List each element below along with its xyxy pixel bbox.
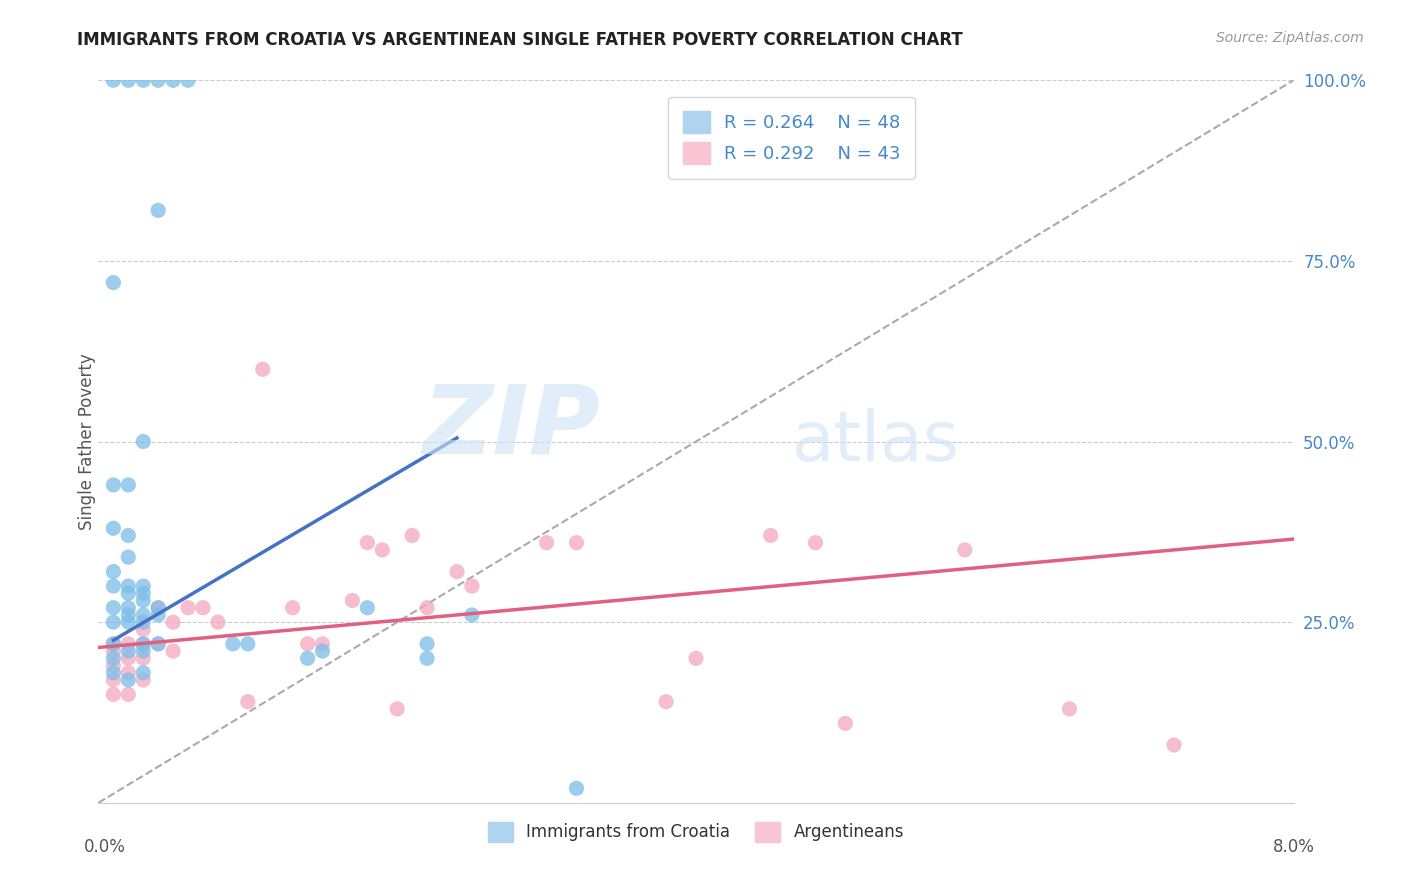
Point xyxy=(401,528,423,542)
Point xyxy=(117,528,139,542)
Point xyxy=(103,478,125,492)
Point xyxy=(132,593,155,607)
Point xyxy=(162,644,184,658)
Point xyxy=(297,651,319,665)
Point xyxy=(222,637,245,651)
Point xyxy=(132,73,155,87)
Legend: Immigrants from Croatia, Argentineans: Immigrants from Croatia, Argentineans xyxy=(481,815,911,848)
Point xyxy=(117,73,139,87)
Point xyxy=(834,716,856,731)
Point xyxy=(103,637,125,651)
Point xyxy=(132,651,155,665)
Text: 0.0%: 0.0% xyxy=(84,838,127,855)
Point xyxy=(356,600,378,615)
Point xyxy=(132,665,155,680)
Point xyxy=(565,535,588,549)
Point xyxy=(311,637,333,651)
Point xyxy=(132,623,155,637)
Point xyxy=(804,535,827,549)
Point xyxy=(565,781,588,796)
Point xyxy=(117,637,139,651)
Point xyxy=(148,637,170,651)
Point xyxy=(177,73,200,87)
Point xyxy=(191,600,214,615)
Point xyxy=(655,695,678,709)
Point xyxy=(117,600,139,615)
Point xyxy=(103,687,125,701)
Point xyxy=(311,644,333,658)
Point xyxy=(685,651,707,665)
Point xyxy=(148,607,170,622)
Point xyxy=(132,673,155,687)
Point xyxy=(148,600,170,615)
Point xyxy=(162,73,184,87)
Point xyxy=(148,637,170,651)
Point xyxy=(103,673,125,687)
Point xyxy=(236,637,259,651)
Point xyxy=(236,695,259,709)
Point xyxy=(953,542,976,557)
Point xyxy=(103,637,125,651)
Point xyxy=(461,607,484,622)
Text: 8.0%: 8.0% xyxy=(1272,838,1315,855)
Point xyxy=(162,615,184,630)
Point xyxy=(148,73,170,87)
Point xyxy=(103,579,125,593)
Point xyxy=(103,73,125,87)
Point xyxy=(132,607,155,622)
Point xyxy=(148,600,170,615)
Point xyxy=(132,579,155,593)
Point xyxy=(446,565,468,579)
Text: ZIP: ZIP xyxy=(422,381,600,474)
Point xyxy=(117,615,139,630)
Point xyxy=(103,565,125,579)
Point xyxy=(117,586,139,600)
Point xyxy=(252,362,274,376)
Point xyxy=(132,586,155,600)
Point xyxy=(117,644,139,658)
Point xyxy=(117,550,139,565)
Point xyxy=(103,658,125,673)
Point xyxy=(297,637,319,651)
Point xyxy=(132,644,155,658)
Point xyxy=(132,637,155,651)
Point xyxy=(117,607,139,622)
Point xyxy=(117,478,139,492)
Point xyxy=(759,528,782,542)
Point xyxy=(177,600,200,615)
Y-axis label: Single Father Poverty: Single Father Poverty xyxy=(79,353,96,530)
Point xyxy=(536,535,558,549)
Point xyxy=(342,593,364,607)
Text: Source: ZipAtlas.com: Source: ZipAtlas.com xyxy=(1216,31,1364,45)
Point xyxy=(132,637,155,651)
Point xyxy=(371,542,394,557)
Point xyxy=(117,665,139,680)
Point xyxy=(281,600,304,615)
Point xyxy=(416,651,439,665)
Point xyxy=(117,673,139,687)
Point xyxy=(103,665,125,680)
Point xyxy=(103,651,125,665)
Point xyxy=(385,702,409,716)
Point xyxy=(207,615,229,630)
Text: IMMIGRANTS FROM CROATIA VS ARGENTINEAN SINGLE FATHER POVERTY CORRELATION CHART: IMMIGRANTS FROM CROATIA VS ARGENTINEAN S… xyxy=(77,31,963,49)
Point xyxy=(117,579,139,593)
Point xyxy=(416,637,439,651)
Point xyxy=(103,276,125,290)
Point xyxy=(1059,702,1081,716)
Point xyxy=(117,651,139,665)
Point xyxy=(103,644,125,658)
Point xyxy=(132,615,155,630)
Point xyxy=(103,600,125,615)
Point xyxy=(1163,738,1185,752)
Point xyxy=(103,521,125,535)
Point xyxy=(148,203,170,218)
Point xyxy=(461,579,484,593)
Point xyxy=(117,687,139,701)
Text: atlas: atlas xyxy=(792,408,959,475)
Point xyxy=(103,615,125,630)
Point xyxy=(356,535,378,549)
Point xyxy=(416,600,439,615)
Point xyxy=(132,434,155,449)
